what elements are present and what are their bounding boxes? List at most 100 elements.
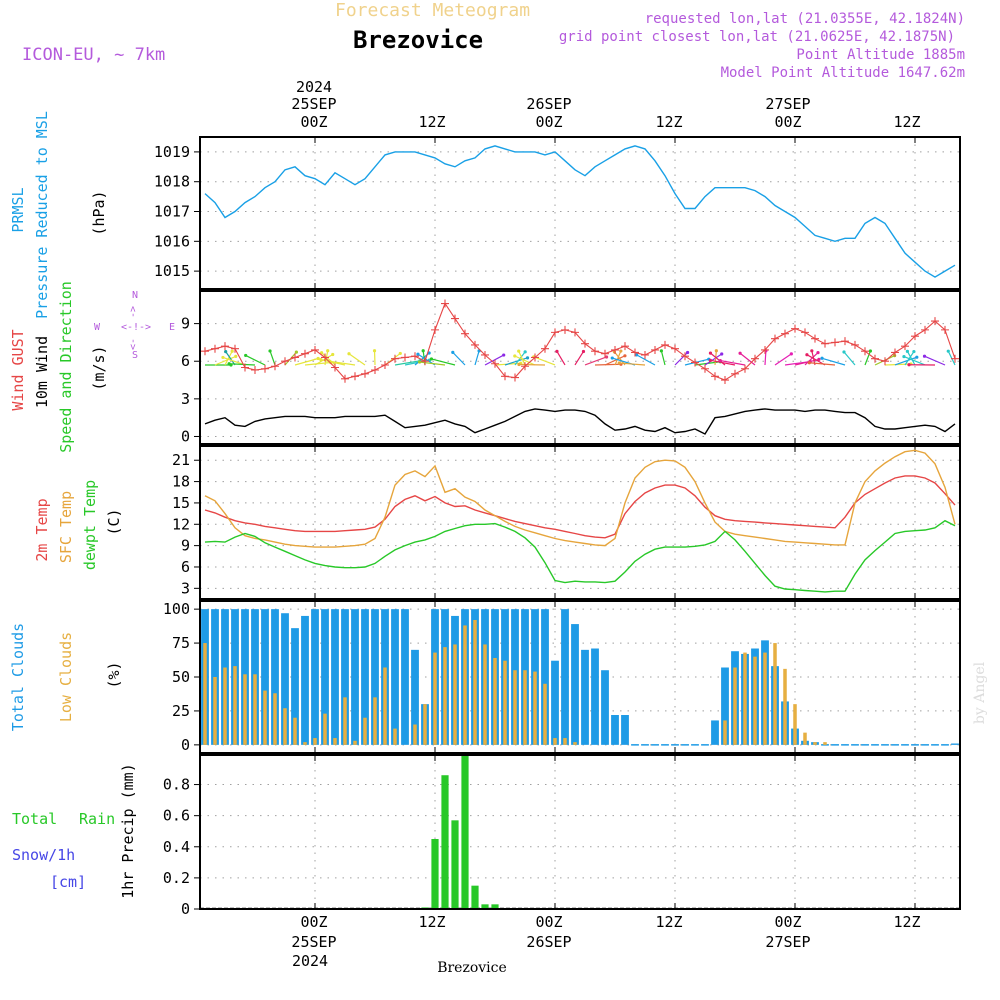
wind-arrow-head xyxy=(451,350,455,354)
wind-arrow-head xyxy=(714,349,718,353)
panel-wind: 0 3 6 9 xyxy=(181,290,961,445)
low-clouds-bar xyxy=(433,652,437,745)
label-total-clouds: Total Clouds xyxy=(9,623,27,731)
label-prmsl: PRMSL xyxy=(9,187,27,232)
gust-marker xyxy=(871,354,879,363)
dewpoint-line xyxy=(204,519,956,593)
gust-marker xyxy=(771,334,779,343)
gust-marker xyxy=(421,357,429,366)
low-clouds-bar xyxy=(243,674,247,745)
wind-arrow-head xyxy=(221,355,225,360)
label-ms: (m/s) xyxy=(90,345,108,390)
low-clouds-bar xyxy=(213,677,217,745)
label-percent: (%) xyxy=(105,661,123,688)
wind-direction-arrow xyxy=(843,351,856,366)
gust-marker xyxy=(491,359,499,368)
label-dewpt-temp: dewpt Temp xyxy=(81,480,99,570)
gust-marker xyxy=(311,345,319,354)
total-clouds-bar xyxy=(261,609,269,745)
wind-speed-line xyxy=(204,408,956,435)
gust-marker xyxy=(281,357,289,366)
top-tick-label-1: 12Z xyxy=(418,113,445,131)
low-clouds-bar xyxy=(423,704,427,745)
wind-direction-arrow xyxy=(710,359,736,366)
bottom-date-27: 27SEP xyxy=(765,933,810,951)
y-tick-label: 9 xyxy=(181,315,190,333)
y-tick-label: 0.2 xyxy=(163,869,190,887)
wind-direction-arrow xyxy=(431,358,456,366)
gust-marker xyxy=(291,353,299,362)
bottom-year: 2024 xyxy=(292,952,328,970)
wind-arrow-head xyxy=(224,350,228,354)
gust-marker xyxy=(541,344,549,353)
low-clouds-bar xyxy=(563,738,567,745)
wind-arrow-head xyxy=(810,349,814,353)
low-clouds-bar xyxy=(253,674,257,745)
label-2m-temp: 2m Temp xyxy=(33,498,51,561)
wind-arrow-head xyxy=(738,351,742,355)
wind-direction-arrow xyxy=(229,363,256,366)
compass-row: <-!-> xyxy=(121,322,151,333)
wind-arrow-head xyxy=(912,349,916,354)
y-tick-label: 0.6 xyxy=(163,807,190,825)
wind-arrow-head xyxy=(816,351,820,355)
y-tick-label: 3 xyxy=(181,579,190,597)
gust-marker xyxy=(851,340,859,349)
wind-arrow-head xyxy=(331,352,335,357)
wind-arrow-head xyxy=(294,350,298,354)
y-tick-label: 18 xyxy=(172,473,190,491)
gust-marker xyxy=(561,325,569,334)
model-altitude: Model Point Altitude 1647.62m xyxy=(721,65,965,81)
gust-marker xyxy=(751,354,759,363)
gust-marker xyxy=(711,372,719,381)
low-clouds-bar xyxy=(263,690,267,745)
wind-direction-arrow xyxy=(222,356,246,366)
wind-arrow-head xyxy=(230,349,234,353)
panel-frame xyxy=(199,445,961,600)
total-clouds-bar xyxy=(351,609,359,745)
y-tick-label: 1016 xyxy=(154,232,190,250)
wind-direction-arrow xyxy=(604,355,626,366)
low-clouds-bar xyxy=(483,644,487,745)
wind-direction-arrow xyxy=(924,355,946,366)
gust-marker xyxy=(611,345,619,354)
gust-marker xyxy=(551,328,559,337)
credit: by Angel xyxy=(972,661,988,724)
gust-marker xyxy=(671,344,679,353)
gust-marker xyxy=(641,350,649,359)
low-clouds-bar xyxy=(313,738,317,745)
watermark-title: Forecast Meteogram xyxy=(335,0,530,21)
low-clouds-bar xyxy=(353,740,357,745)
wind-direction-arrow xyxy=(614,350,622,366)
gust-marker xyxy=(931,317,939,326)
low-clouds-bar xyxy=(413,724,417,745)
low-clouds-bar xyxy=(233,666,237,745)
low-clouds-bar xyxy=(343,697,347,745)
y-tick-label: 1018 xyxy=(154,173,190,191)
total-clouds-bar xyxy=(601,670,609,745)
gust-marker xyxy=(591,347,599,356)
low-clouds-bar xyxy=(333,738,337,745)
total-clouds-bar xyxy=(411,649,419,745)
sfc-temp-line xyxy=(204,449,956,548)
wind-direction-arrow xyxy=(474,350,480,366)
top-tick-label-5: 12Z xyxy=(893,113,920,131)
y-tick-label: 6 xyxy=(181,352,190,370)
model-label: ICON-EU, ~ 7km xyxy=(22,45,165,65)
low-clouds-bar xyxy=(803,732,807,745)
gust-marker xyxy=(211,344,219,353)
total-clouds-bar xyxy=(541,609,549,745)
compass-w: W xyxy=(94,322,101,333)
y-tick-label: 25 xyxy=(172,702,190,720)
wind-direction-arrow xyxy=(556,351,566,366)
wind-direction-arrow xyxy=(294,357,319,366)
label-rain: Rain xyxy=(79,810,115,828)
wind-direction-arrow xyxy=(348,353,366,366)
wind-arrow-head xyxy=(820,356,824,360)
wind-arrow-head xyxy=(268,349,272,353)
top-tick-label-3: 12Z xyxy=(655,113,682,131)
y-tick-label: 1019 xyxy=(154,143,190,161)
gust-marker xyxy=(631,348,639,357)
gust-marker xyxy=(511,373,519,382)
total-clouds-bar xyxy=(331,609,339,745)
